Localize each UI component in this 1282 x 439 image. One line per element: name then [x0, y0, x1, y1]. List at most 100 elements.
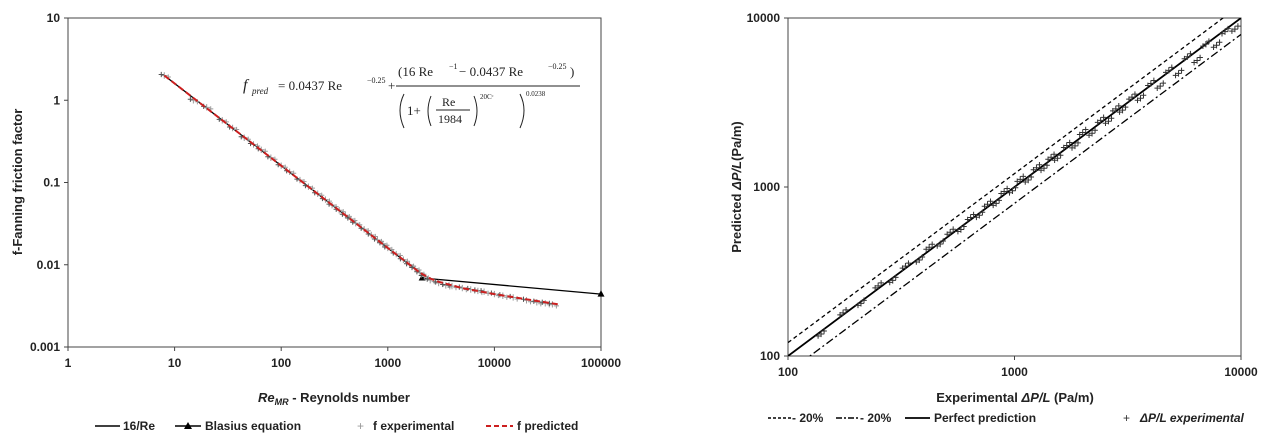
left-x-tick-label: 10000 [478, 356, 512, 370]
dpl-experimental-point [934, 243, 941, 249]
dpl-experimental-point [1172, 72, 1179, 79]
dpl-experimental-point [916, 256, 923, 264]
dpl-experimental-point [1100, 114, 1107, 121]
eq-num: (16 Re [398, 64, 433, 79]
left-chart: 1 10 100 1000 10000 100000 0.001 0.01 0.1 1 10 f … [10, 11, 621, 433]
dpl-experimental-point [1126, 96, 1132, 102]
left-y-tick-label: 0.1 [43, 176, 60, 190]
f-experimental-point [424, 276, 430, 282]
f-experimental-point [203, 104, 210, 111]
dpl-experimental-point [957, 226, 965, 233]
dpl-experimental-point [1033, 164, 1040, 171]
dpl-experimental-point [1231, 25, 1239, 33]
dpl-experimental-point [1092, 127, 1098, 134]
legend-fexp-label: f experimental [373, 419, 454, 433]
right-y-tick-label: 100 [760, 349, 780, 363]
dpl-experimental-point [1175, 70, 1182, 77]
dpl-experimental-point [1219, 30, 1225, 37]
dpl-experimental-point [1169, 64, 1175, 71]
dpl-experimental-point [964, 216, 971, 223]
left-y-axis-label: f-Fanning friction factor [10, 109, 25, 256]
dpl-experimental-point [1012, 184, 1019, 191]
series-f-predicted-line [163, 74, 559, 306]
dpl-experimental-point [1045, 156, 1051, 163]
dpl-experimental-point [1025, 176, 1032, 184]
eq-exp1: −0.25 [367, 76, 386, 85]
eq-plus: + [388, 78, 395, 93]
eq-num-exp1: −1 [449, 62, 458, 71]
dpl-experimental-point [987, 198, 994, 205]
dpl-experimental-point [1082, 126, 1089, 133]
dpl-experimental-point [1109, 108, 1116, 114]
dpl-experimental-point [973, 214, 980, 221]
left-legend: 16/Re Blasius equation + f experimental … [95, 419, 578, 433]
dpl-experimental-point [1140, 92, 1147, 99]
dpl-experimental-point [1020, 173, 1027, 180]
dpl-experimental-point [899, 265, 906, 271]
f-experimental-point [282, 164, 288, 170]
dpl-experimental-point [1014, 178, 1021, 185]
dpl-experimental-point [950, 226, 956, 233]
dpl-experimental-point [1181, 55, 1188, 62]
eq-den-exp-inner: 20Cᶜ [480, 93, 494, 101]
dpl-experimental-point [1112, 105, 1119, 113]
dpl-experimental-point [1088, 130, 1096, 137]
dpl-experimental-point [944, 231, 950, 238]
legend-16re-label: 16/Re [123, 419, 155, 433]
dpl-experimental-point [1097, 117, 1104, 124]
plus-20-line [788, 18, 1225, 344]
dpl-experimental-point [1187, 50, 1194, 57]
dpl-experimental-point [1116, 109, 1123, 115]
dpl-experimental-point [996, 197, 1002, 204]
dpl-experimental-point [843, 307, 849, 313]
dpl-experimental-point [1006, 189, 1013, 196]
dpl-experimental-point [839, 309, 847, 317]
dpl-experimental-point [970, 211, 977, 218]
dpl-experimental-point [837, 312, 843, 318]
dpl-experimental-point [913, 259, 920, 265]
dpl-experimental-point [1178, 67, 1185, 74]
dpl-experimental-point [981, 203, 988, 210]
eq-den-exp-outer: 0.0238 [526, 90, 546, 98]
dpl-experimental-point [1210, 44, 1217, 51]
dpl-experimental-point [955, 228, 961, 235]
right-x-tick-label: 1000 [1001, 365, 1028, 379]
dpl-experimental-point [1000, 188, 1008, 195]
minus-20-line [808, 33, 1241, 356]
left-y-tick-label: 0.001 [30, 340, 60, 354]
dpl-experimental-point [1137, 95, 1144, 102]
dpl-experimental-point [1119, 106, 1126, 114]
eq-den-1984: 1984 [438, 112, 462, 126]
eq-lhs: f [243, 77, 250, 94]
dpl-experimental-point [979, 209, 986, 216]
eq-den-re: Re [442, 95, 455, 109]
dpl-experimental-point [1028, 174, 1035, 180]
dpl-experimental-point [1193, 57, 1201, 64]
dpl-experimental-point [1225, 25, 1231, 32]
right-y-tick-label: 10000 [747, 11, 781, 25]
legend-dpl-label: ΔP/L experimental [1139, 411, 1245, 425]
dpl-experimental-point [1036, 161, 1043, 168]
left-x-tick-label: 100000 [581, 356, 621, 370]
dpl-experimental-point [984, 201, 991, 208]
dpl-experimental-point [889, 277, 896, 284]
dpl-experimental-point [1038, 167, 1044, 174]
dpl-experimental-point [1165, 67, 1172, 74]
dpl-experimental-point [857, 300, 865, 307]
eq-paren-left [399, 93, 405, 129]
right-series [788, 18, 1241, 356]
f-experimental-point [267, 154, 275, 161]
dpl-experimental-point [1202, 40, 1210, 48]
left-y-ticks: 0.001 0.01 0.1 1 10 [30, 11, 68, 354]
eq-num-end: ) [570, 64, 574, 79]
left-x-tick-label: 100 [271, 356, 291, 370]
dpl-experimental-point [1184, 53, 1191, 60]
right-x-axis-label: Experimental ΔP/L (Pa/m) [936, 390, 1094, 405]
dpl-experimental-point [1004, 185, 1010, 192]
dpl-experimental-point [946, 229, 954, 236]
dpl-experimental-point [892, 274, 899, 281]
legend-blasius-label: Blasius equation [205, 419, 301, 433]
eq-num-exp2: −0.25 [548, 62, 567, 71]
right-y-axis-label: Predicted ΔP/L(Pa/m) [729, 121, 744, 253]
left-x-tick-label: 10 [168, 356, 182, 370]
